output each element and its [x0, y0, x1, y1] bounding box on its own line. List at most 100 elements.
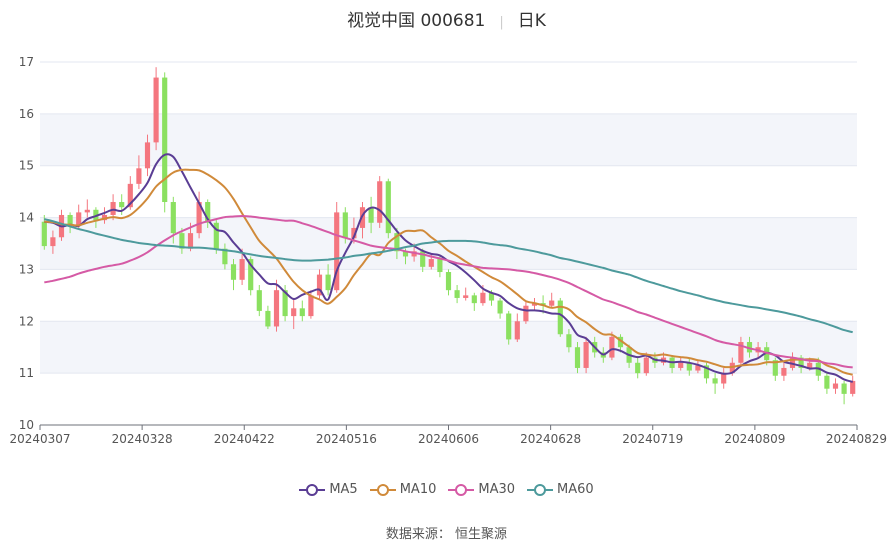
candle — [738, 336, 744, 366]
candle — [531, 297, 538, 311]
candle-body — [230, 264, 237, 280]
candle — [239, 248, 245, 285]
candle — [299, 300, 305, 322]
candle — [772, 357, 778, 381]
candle — [523, 300, 529, 324]
candle-body — [471, 295, 477, 304]
candle — [256, 284, 262, 317]
candle-body — [127, 183, 133, 208]
candle-body — [437, 259, 443, 273]
candle — [721, 367, 727, 389]
x-tick-label: 20240829 — [826, 432, 887, 446]
title-separator: | — [499, 15, 504, 30]
candle-body — [824, 375, 830, 389]
legend-item-ma30[interactable]: MA30 — [448, 482, 515, 497]
candle — [609, 331, 615, 361]
y-tick-label: 10 — [19, 418, 34, 432]
candle-body — [798, 357, 804, 368]
candle-body — [136, 168, 142, 184]
chart-title: 视觉中国 000681 | 日K — [0, 6, 893, 31]
candle-body — [454, 290, 460, 298]
candle — [850, 375, 856, 397]
candle — [222, 243, 228, 270]
candle — [678, 357, 684, 371]
candle-body — [695, 365, 701, 371]
candle-body — [772, 360, 778, 376]
candle-body — [686, 362, 692, 371]
candle-body — [110, 202, 116, 215]
x-tick-label: 20240809 — [724, 432, 785, 446]
candle-body — [635, 362, 641, 374]
candle-body — [712, 378, 718, 384]
candle-body — [643, 357, 649, 374]
candle — [695, 360, 701, 374]
candle — [179, 227, 185, 254]
candle-body — [729, 362, 735, 374]
candle-body — [265, 310, 271, 327]
candle — [394, 227, 400, 260]
candle — [824, 373, 830, 394]
candle-body — [781, 367, 787, 376]
candle — [196, 191, 202, 239]
candle-body — [316, 274, 323, 296]
candle — [351, 217, 357, 244]
legend-label: MA30 — [478, 482, 516, 497]
candle-body — [566, 334, 572, 348]
candle — [230, 259, 237, 291]
candle-body — [411, 251, 417, 257]
candlestick-chart: 10 11 12 13 14 15 16 17 20240307 20240328 2024042… — [9, 55, 887, 446]
candle-body — [101, 214, 108, 221]
y-tick-label: 15 — [19, 159, 34, 173]
candle — [549, 292, 555, 309]
candle — [334, 202, 340, 293]
candle — [566, 329, 572, 353]
candle — [471, 292, 477, 311]
candle-body — [273, 290, 280, 327]
y-tick-label: 17 — [19, 55, 34, 69]
chart-title-name: 视觉中国 000681 — [347, 11, 486, 31]
legend-item-ma10[interactable]: MA10 — [369, 482, 437, 497]
candle-body — [841, 383, 847, 394]
legend-label: MA10 — [399, 482, 437, 497]
candle — [153, 67, 159, 151]
legend-label: MA60 — [557, 482, 594, 497]
candle-body — [497, 300, 503, 314]
candle-body — [721, 373, 727, 384]
candle-body — [428, 259, 434, 267]
candle — [557, 297, 563, 337]
candle — [76, 204, 82, 228]
candle — [41, 214, 47, 250]
candle — [781, 362, 787, 381]
candle-body — [351, 227, 357, 239]
candle-body — [239, 259, 245, 280]
candle-body — [334, 212, 340, 291]
candle-body — [463, 295, 469, 298]
candle-body — [574, 347, 581, 368]
candle — [686, 357, 692, 376]
candle-body — [789, 357, 796, 368]
candle-body — [308, 295, 314, 317]
candle-body — [531, 303, 538, 306]
candle-body — [76, 212, 82, 226]
candle-body — [523, 305, 529, 322]
candle-body — [291, 308, 297, 317]
candle-body — [617, 336, 624, 348]
x-tick-label: 20240516 — [316, 432, 377, 446]
candle — [50, 230, 56, 254]
x-tick-label: 20240719 — [622, 432, 683, 446]
y-tick-label: 13 — [19, 262, 34, 276]
candle — [463, 287, 469, 301]
grid-band — [40, 113, 857, 166]
legend-item-ma5[interactable]: MA5 — [299, 482, 358, 497]
candle — [617, 334, 624, 353]
candle — [703, 362, 710, 384]
candle — [712, 373, 718, 394]
candle — [506, 310, 512, 345]
candle — [84, 199, 90, 218]
legend-item-ma60[interactable]: MA60 — [527, 482, 594, 497]
legend-marker-icon — [448, 483, 475, 496]
candle — [248, 256, 254, 296]
candle-body — [187, 233, 194, 249]
candle-body — [41, 221, 47, 247]
candle — [162, 72, 168, 213]
